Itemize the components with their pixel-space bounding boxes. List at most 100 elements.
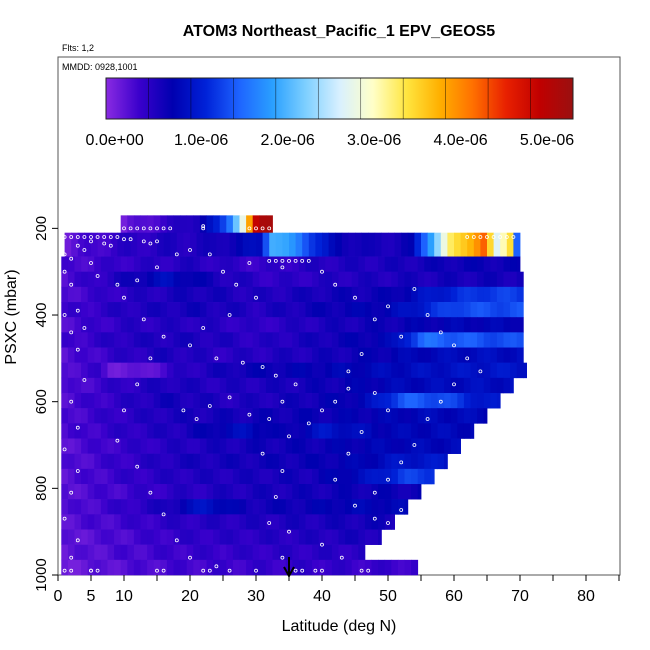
heatmap-cell xyxy=(391,377,399,394)
heatmap-cell xyxy=(285,453,293,470)
heatmap-cell xyxy=(252,423,260,439)
heatmap-cell xyxy=(213,347,221,363)
heatmap-cell xyxy=(120,286,128,303)
heatmap-cell xyxy=(94,408,102,424)
heatmap-cell xyxy=(335,232,343,257)
heatmap-cell xyxy=(186,484,194,500)
heatmap-cell xyxy=(246,347,254,363)
sample-point xyxy=(155,226,159,231)
heatmap-cell xyxy=(292,529,300,545)
heatmap-cell xyxy=(232,484,240,500)
heatmap-cell xyxy=(120,317,128,333)
heatmap-cell xyxy=(180,256,188,272)
heatmap-cell xyxy=(338,286,346,303)
sample-point xyxy=(62,568,67,573)
heatmap-cell xyxy=(397,286,405,303)
heatmap-cell xyxy=(285,438,293,454)
heatmap-cell xyxy=(232,332,240,348)
heatmap-cell xyxy=(265,408,273,424)
heatmap-cell xyxy=(153,438,161,454)
heatmap-cell xyxy=(500,232,508,257)
heatmap-cell xyxy=(331,317,339,333)
heatmap-cell xyxy=(213,332,221,348)
heatmap-cell xyxy=(206,377,214,394)
heatmap-cell xyxy=(358,302,366,318)
heatmap-cell xyxy=(265,347,273,363)
heatmap-cell xyxy=(114,438,122,454)
heatmap-cell xyxy=(305,286,313,303)
heatmap-cell xyxy=(510,256,518,272)
heatmap-cell xyxy=(127,347,135,363)
heatmap-cell xyxy=(87,332,95,348)
heatmap-cell xyxy=(100,393,108,409)
heatmap-cell xyxy=(345,544,353,561)
heatmap-cell xyxy=(351,484,359,500)
sample-point xyxy=(333,399,338,404)
heatmap-cell xyxy=(259,362,267,379)
heatmap-cell xyxy=(473,232,481,257)
sample-point xyxy=(260,226,265,231)
heatmap-cell xyxy=(345,438,353,454)
heatmap-cell xyxy=(272,408,280,424)
heatmap-cell xyxy=(378,271,386,288)
heatmap-cell xyxy=(81,468,89,485)
heatmap-cell xyxy=(206,514,214,530)
heatmap-cell xyxy=(325,302,333,318)
heatmap-cell xyxy=(61,468,69,485)
heatmap-cell xyxy=(262,232,270,257)
heatmap-cell xyxy=(404,468,412,485)
sample-point xyxy=(320,542,324,547)
heatmap-cell xyxy=(341,232,349,257)
heatmap-cell xyxy=(226,499,234,515)
heatmap-cell xyxy=(371,377,379,394)
heatmap-cell xyxy=(94,423,102,439)
heatmap-cell xyxy=(160,453,168,470)
heatmap-cell xyxy=(483,332,491,348)
sample-point xyxy=(207,404,212,408)
heatmap-cell xyxy=(206,302,214,318)
heatmap-cell xyxy=(477,286,485,303)
heatmap-cell xyxy=(430,256,438,272)
sample-point xyxy=(254,568,258,573)
heatmap-cell xyxy=(219,438,227,454)
heatmap-cell xyxy=(133,317,141,333)
heatmap-cell xyxy=(292,559,300,576)
y-tick-label: 200 xyxy=(33,216,50,241)
heatmap-cell xyxy=(470,393,478,409)
heatmap-cell xyxy=(206,362,214,379)
sample-point xyxy=(95,235,100,239)
heatmap-cell xyxy=(483,393,491,409)
heatmap-cell xyxy=(345,393,353,409)
heatmap-cell xyxy=(246,423,254,439)
sample-point xyxy=(122,295,126,300)
heatmap-cell xyxy=(477,332,485,348)
heatmap-cell xyxy=(259,286,267,303)
heatmap-cell xyxy=(127,453,135,470)
heatmap-cell xyxy=(133,271,141,288)
heatmap-cell xyxy=(318,453,326,470)
heatmap-cell xyxy=(430,271,438,288)
heatmap-cell xyxy=(444,377,452,394)
heatmap-cell xyxy=(81,271,89,288)
heatmap-cell xyxy=(285,347,293,363)
heatmap-cell xyxy=(312,377,320,394)
heatmap-cell xyxy=(246,559,254,576)
heatmap-cell xyxy=(193,499,201,515)
heatmap-cell xyxy=(338,559,346,576)
sample-point xyxy=(491,235,496,239)
sample-point xyxy=(359,430,364,434)
heatmap-cell xyxy=(358,393,366,409)
heatmap-cell xyxy=(269,232,277,257)
heatmap-cell xyxy=(94,362,102,379)
heatmap-cell xyxy=(516,317,524,333)
sample-point xyxy=(293,568,298,573)
heatmap-cell xyxy=(295,232,303,257)
heatmap-cell xyxy=(338,544,346,561)
heatmap-cell xyxy=(378,484,386,500)
heatmap-cell xyxy=(107,559,115,576)
heatmap-cell xyxy=(351,423,359,439)
heatmap-cell xyxy=(140,393,148,409)
heatmap-cell xyxy=(411,317,419,333)
heatmap-cell xyxy=(133,286,141,303)
heatmap-cell xyxy=(272,332,280,348)
